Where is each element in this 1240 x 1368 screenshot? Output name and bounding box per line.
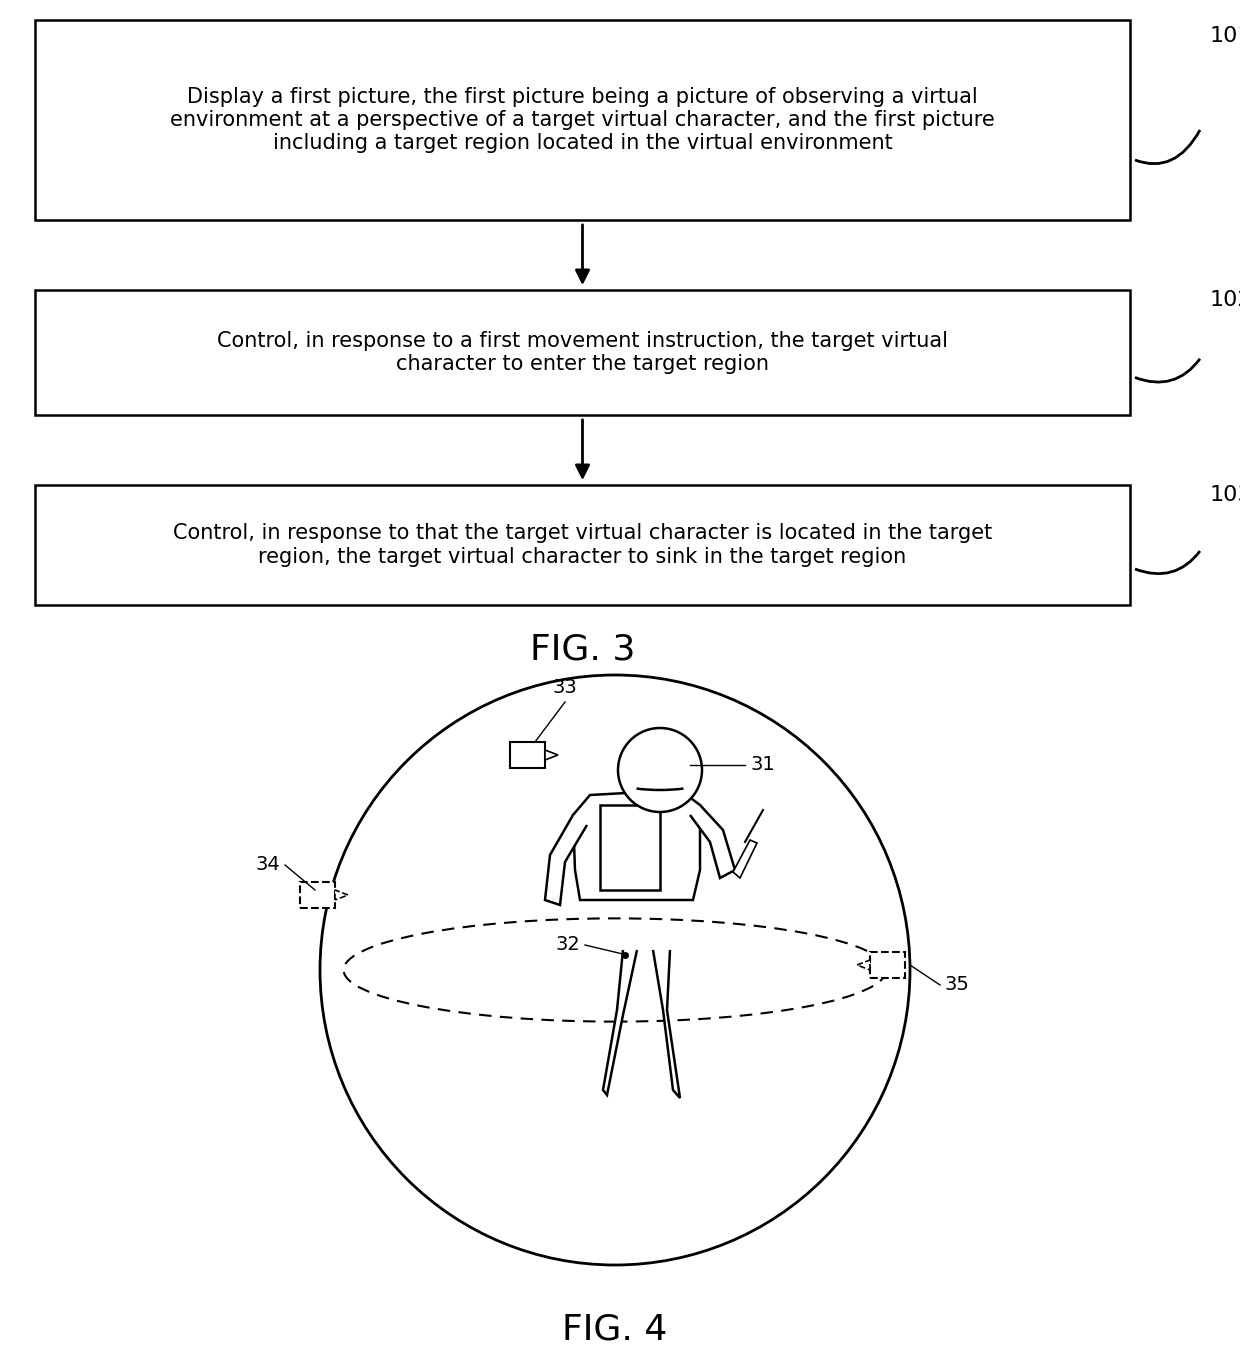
PathPatch shape <box>546 815 587 906</box>
Text: 34: 34 <box>255 855 280 874</box>
Text: 35: 35 <box>945 975 970 995</box>
Bar <box>35 21 1130 220</box>
Text: Control, in response to a first movement instruction, the target virtual
charact: Control, in response to a first movement… <box>217 331 949 373</box>
Text: FIG. 4: FIG. 4 <box>562 1313 667 1347</box>
Circle shape <box>618 728 702 813</box>
Text: Control, in response to that the target virtual character is located in the targ: Control, in response to that the target … <box>172 524 992 566</box>
PathPatch shape <box>653 949 680 1099</box>
PathPatch shape <box>603 949 637 1094</box>
Text: 31: 31 <box>750 755 775 774</box>
Bar <box>35 486 1130 605</box>
Bar <box>35 290 1130 415</box>
Text: 102: 102 <box>1210 290 1240 311</box>
PathPatch shape <box>733 840 756 878</box>
Polygon shape <box>335 891 348 900</box>
Bar <box>300 882 335 908</box>
PathPatch shape <box>573 789 701 900</box>
PathPatch shape <box>600 804 660 891</box>
Text: 103: 103 <box>1210 484 1240 505</box>
Text: FIG. 3: FIG. 3 <box>529 633 635 668</box>
Text: 32: 32 <box>556 936 580 955</box>
Circle shape <box>320 674 910 1265</box>
Polygon shape <box>546 750 558 761</box>
Bar <box>870 952 905 978</box>
Bar <box>510 741 546 767</box>
Text: Display a first picture, the first picture being a picture of observing a virtua: Display a first picture, the first pictu… <box>170 86 994 153</box>
Text: 33: 33 <box>553 679 578 698</box>
Polygon shape <box>857 960 870 970</box>
Text: 101: 101 <box>1210 26 1240 47</box>
PathPatch shape <box>689 804 735 878</box>
